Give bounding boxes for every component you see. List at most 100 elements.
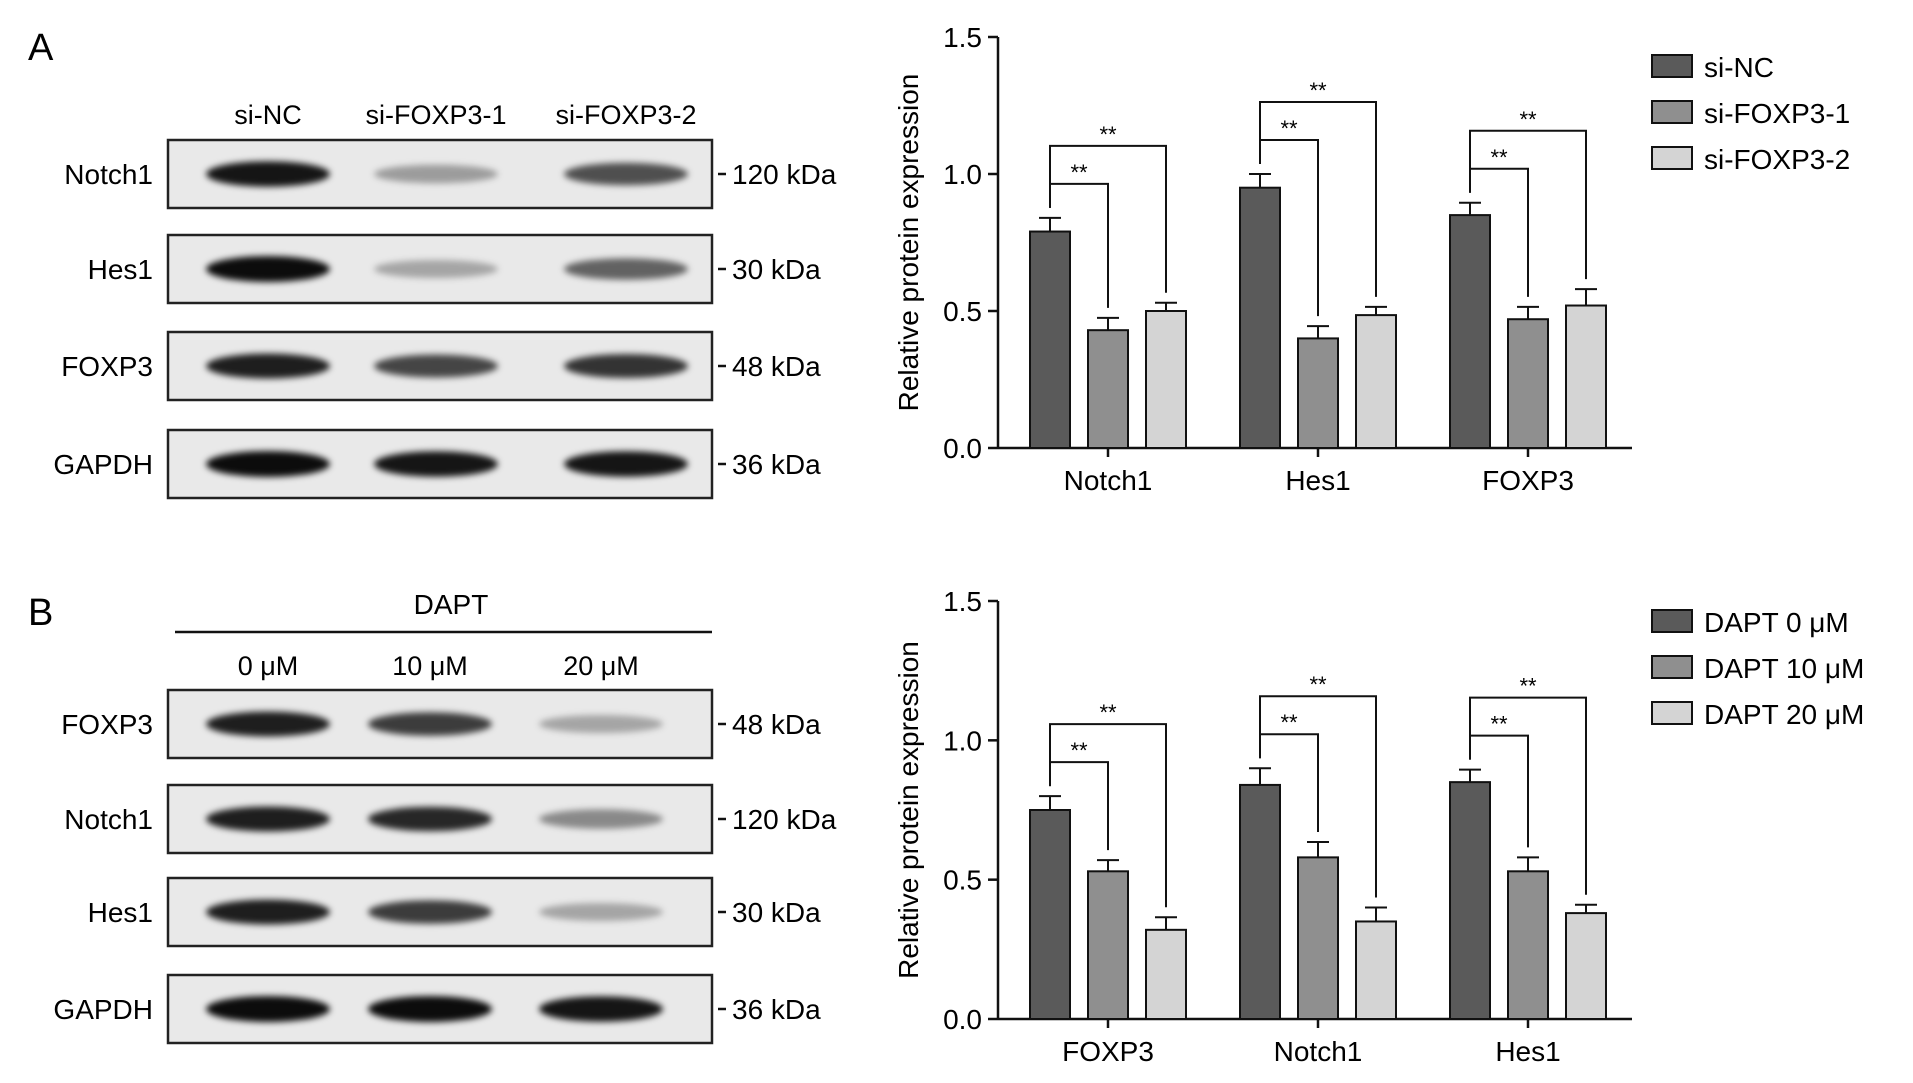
blot-a-notch1-band-lane-3 xyxy=(564,162,688,186)
chart-a-bar xyxy=(1565,304,1607,449)
blot-a-foxp3-size-label: 48 kDa xyxy=(732,351,821,382)
chart-b-bar xyxy=(1565,912,1607,1021)
chart-b-x-tick-label: FOXP3 xyxy=(1062,1036,1154,1067)
blot-a-gapdh-band-lane-2 xyxy=(374,451,498,477)
blot-a-gapdh-band-lane-1 xyxy=(206,451,330,477)
blot-a-foxp3-band-lane-3 xyxy=(564,354,688,378)
chart-a-significance-bracket xyxy=(1259,101,1377,297)
blot-a-lane-label-1: si-NC xyxy=(234,100,302,130)
blot-b-gapdh-band-lane-1 xyxy=(206,996,330,1022)
blot-b-foxp3-size-label: 48 kDa xyxy=(732,709,821,740)
chart-b-legend-label: DAPT 20 μM xyxy=(1704,699,1864,730)
chart-a-significance-bracket xyxy=(1049,144,1167,293)
blot-b-hes1-protein-label: Hes1 xyxy=(88,897,153,928)
chart-b-bar xyxy=(1087,870,1129,1020)
panel-a-letter: A xyxy=(28,27,54,69)
chart-b-legend-swatch xyxy=(1651,701,1693,725)
blot-b-notch1-band-lane-2 xyxy=(368,806,492,832)
chart-b-bar xyxy=(1297,856,1339,1021)
blot-b-lane-label-2: 10 μM xyxy=(392,651,468,681)
chart-b-legend-label: DAPT 10 μM xyxy=(1704,653,1864,684)
blot-a-lane-label-2: si-FOXP3-1 xyxy=(365,100,506,130)
chart-a-significance-label: ** xyxy=(1490,145,1508,170)
chart-a-bar xyxy=(1507,318,1549,449)
chart-b-significance-label: ** xyxy=(1490,712,1508,737)
blot-b-lane-label-1: 0 μM xyxy=(238,651,299,681)
chart-a-bar xyxy=(1297,337,1339,449)
blot-b-notch1-band-lane-3 xyxy=(539,809,663,829)
blot-b-hes1-band-lane-2 xyxy=(368,900,492,924)
chart-a-legend-label: si-FOXP3-2 xyxy=(1704,144,1850,175)
chart-a-bar xyxy=(1355,314,1397,449)
chart-a-significance-label: ** xyxy=(1519,107,1537,132)
blot-b-foxp3-protein-label: FOXP3 xyxy=(61,709,153,740)
chart-b-bar xyxy=(1449,781,1491,1021)
chart-a-legend-label: si-FOXP3-1 xyxy=(1704,98,1850,129)
blot-b-notch1-size-label: 120 kDa xyxy=(732,804,837,835)
chart-a-significance-label: ** xyxy=(1099,122,1117,147)
chart-b-y-tick-label: 0.0 xyxy=(943,1004,982,1035)
chart-a: 0.0 0.5 1.0 1.5 Relative protein expression N… xyxy=(893,22,1850,496)
chart-a-y-tick-label: 0.5 xyxy=(943,296,982,327)
blot-b-lane-label-3: 20 μM xyxy=(563,651,639,681)
chart-b-x-tick-label: Notch1 xyxy=(1274,1036,1363,1067)
chart-b-significance-label: ** xyxy=(1070,738,1088,763)
chart-a-significance-label: ** xyxy=(1309,78,1327,103)
chart-a-bar xyxy=(1449,214,1491,449)
chart-b-bar xyxy=(1355,920,1397,1021)
chart-a-bar xyxy=(1239,186,1281,449)
blot-b-hes1-size-label: 30 kDa xyxy=(732,897,821,928)
panel-b-blot: B DAPT 0 μM 10 μM 20 μM FOXP3 48 kDa Notch… xyxy=(28,589,837,1045)
blot-b-gapdh-band-lane-3 xyxy=(539,996,663,1022)
blot-b-foxp3-band-lane-2 xyxy=(368,712,492,736)
chart-a-x-tick-label: FOXP3 xyxy=(1482,465,1574,496)
chart-a-y-tick-label: 0.0 xyxy=(943,433,982,464)
chart-b-significance-bracket xyxy=(1259,695,1377,898)
chart-a-significance-label: ** xyxy=(1070,160,1088,185)
blot-b-notch1-protein-label: Notch1 xyxy=(64,804,153,835)
blot-a-notch1-band-lane-1 xyxy=(206,161,330,187)
chart-a-legend-swatch xyxy=(1651,100,1693,124)
blot-a-hes1-size-label: 30 kDa xyxy=(732,254,821,285)
chart-a-significance-bracket xyxy=(1469,129,1587,280)
chart-b-legend-swatch xyxy=(1651,655,1693,679)
blot-a-notch1-band-lane-2 xyxy=(374,164,498,184)
chart-b-bar xyxy=(1507,870,1549,1020)
panel-b-letter: B xyxy=(28,592,53,634)
chart-b-bar xyxy=(1029,809,1071,1020)
blot-a-gapdh-protein-label: GAPDH xyxy=(53,449,153,480)
chart-a-y-tick-label: 1.0 xyxy=(943,159,982,190)
chart-a-legend-swatch xyxy=(1651,54,1693,78)
blot-a-foxp3-band-lane-1 xyxy=(206,353,330,379)
blot-a-hes1-band-lane-3 xyxy=(564,258,688,280)
blot-a-hes1-band-lane-2 xyxy=(374,260,498,278)
chart-b-significance-label: ** xyxy=(1519,674,1537,699)
blot-b-gapdh-size-label: 36 kDa xyxy=(732,994,821,1025)
chart-b-significance-bracket xyxy=(1049,723,1167,908)
chart-b-significance-bracket xyxy=(1469,696,1587,895)
blot-a-hes1-band-lane-1 xyxy=(206,256,330,282)
chart-a-y-axis-label: Relative protein expression xyxy=(893,74,924,412)
blot-b-gapdh-protein-label: GAPDH xyxy=(53,994,153,1025)
chart-a-y-tick-label: 1.5 xyxy=(943,22,982,53)
blot-b-foxp3-band-lane-3 xyxy=(539,715,663,733)
blot-a-notch1-protein-label: Notch1 xyxy=(64,159,153,190)
chart-a-legend-swatch xyxy=(1651,146,1693,170)
blot-b-header: DAPT xyxy=(414,589,489,620)
blot-b-hes1-band-lane-1 xyxy=(206,899,330,925)
blot-b-hes1-band-lane-3 xyxy=(539,903,663,921)
blot-a-foxp3-band-lane-2 xyxy=(374,354,498,378)
chart-b-significance-label: ** xyxy=(1099,700,1117,725)
blot-b-notch1-band-lane-1 xyxy=(206,806,330,832)
panel-a-blot: A si-NC si-FOXP3-1 si-FOXP3-2 Notch1 120 … xyxy=(28,27,837,500)
chart-b-y-tick-label: 0.5 xyxy=(943,865,982,896)
chart-a-bar xyxy=(1145,310,1187,449)
chart-b-significance-label: ** xyxy=(1309,672,1327,697)
blot-a-hes1-protein-label: Hes1 xyxy=(88,254,153,285)
blot-a-gapdh-size-label: 36 kDa xyxy=(732,449,821,480)
blot-a-gapdh-band-lane-3 xyxy=(564,451,688,477)
chart-a-bar xyxy=(1029,230,1071,449)
chart-b-significance-label: ** xyxy=(1280,710,1298,735)
chart-b-y-tick-label: 1.0 xyxy=(943,725,982,756)
